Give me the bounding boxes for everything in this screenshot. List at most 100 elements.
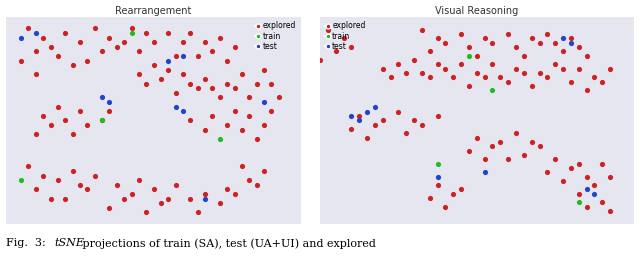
Point xyxy=(566,36,576,41)
Point xyxy=(573,45,584,49)
Point xyxy=(127,31,137,35)
Point xyxy=(291,49,301,53)
Point xyxy=(148,63,159,67)
Point xyxy=(215,35,225,40)
Point xyxy=(339,36,349,41)
Point xyxy=(433,62,443,67)
Point xyxy=(378,118,388,123)
Point xyxy=(38,35,49,40)
Point xyxy=(472,136,482,140)
Point xyxy=(472,71,482,75)
Point xyxy=(511,131,521,136)
Point xyxy=(75,109,85,113)
Point xyxy=(200,127,211,132)
Point xyxy=(134,178,144,183)
Point xyxy=(31,72,41,77)
Point xyxy=(90,173,100,178)
Point xyxy=(141,210,152,215)
Point xyxy=(323,27,333,32)
Point xyxy=(433,161,443,166)
Point xyxy=(425,49,435,53)
Point xyxy=(488,88,498,92)
Point xyxy=(354,118,364,123)
Point xyxy=(171,90,181,95)
Point xyxy=(38,114,49,118)
Point xyxy=(16,178,26,183)
Point xyxy=(163,58,173,63)
Point xyxy=(171,104,181,109)
Title: Visual Reasoning: Visual Reasoning xyxy=(435,6,518,16)
Point xyxy=(207,114,218,118)
Point xyxy=(401,131,412,136)
Point xyxy=(186,81,196,86)
Point xyxy=(315,58,325,62)
Title: Rearrangement: Rearrangement xyxy=(115,6,192,16)
Point xyxy=(573,66,584,71)
Point xyxy=(222,123,232,127)
Point xyxy=(259,67,269,72)
Point xyxy=(581,204,591,209)
Point xyxy=(230,45,240,49)
Point xyxy=(97,49,108,53)
Point xyxy=(573,200,584,205)
Point xyxy=(597,161,607,166)
Point xyxy=(178,72,188,77)
Point xyxy=(534,40,545,45)
Point xyxy=(519,71,529,75)
Point xyxy=(53,54,63,58)
Point xyxy=(385,75,396,80)
Point xyxy=(112,183,122,187)
Point xyxy=(171,183,181,187)
Point xyxy=(259,100,269,104)
Point xyxy=(171,54,181,58)
Point xyxy=(104,109,115,113)
Point xyxy=(527,140,537,144)
Point xyxy=(558,49,568,53)
Point xyxy=(370,105,380,110)
Point xyxy=(448,75,458,80)
Point xyxy=(230,192,240,196)
Point xyxy=(68,132,78,136)
Point xyxy=(90,26,100,31)
Point xyxy=(488,62,498,67)
Point xyxy=(542,32,552,36)
Point xyxy=(45,123,56,127)
Point xyxy=(393,62,404,67)
Point xyxy=(230,109,240,113)
Point xyxy=(127,26,137,31)
Point xyxy=(284,27,294,32)
Point xyxy=(186,118,196,123)
Point xyxy=(488,144,498,149)
Point xyxy=(31,187,41,192)
Point xyxy=(112,45,122,49)
Point xyxy=(200,197,211,201)
Point xyxy=(581,174,591,179)
Point xyxy=(186,197,196,201)
Point xyxy=(558,66,568,71)
Point xyxy=(589,183,600,187)
Point xyxy=(393,109,404,114)
Point xyxy=(237,127,247,132)
Point xyxy=(60,31,70,35)
Point xyxy=(83,123,93,127)
Point xyxy=(83,58,93,63)
Point xyxy=(346,45,356,49)
Point xyxy=(274,95,284,100)
Point xyxy=(60,197,70,201)
Point xyxy=(464,148,474,153)
Point xyxy=(542,170,552,174)
Point xyxy=(605,66,615,71)
Point xyxy=(156,201,166,206)
Point xyxy=(266,109,276,113)
Point xyxy=(16,58,26,63)
Point xyxy=(244,95,255,100)
Point xyxy=(45,197,56,201)
Point xyxy=(479,157,490,162)
Point xyxy=(119,197,129,201)
Point xyxy=(215,95,225,100)
Point xyxy=(222,187,232,192)
Point xyxy=(31,132,41,136)
Point xyxy=(558,179,568,183)
Point xyxy=(550,40,561,45)
Point xyxy=(456,62,466,67)
